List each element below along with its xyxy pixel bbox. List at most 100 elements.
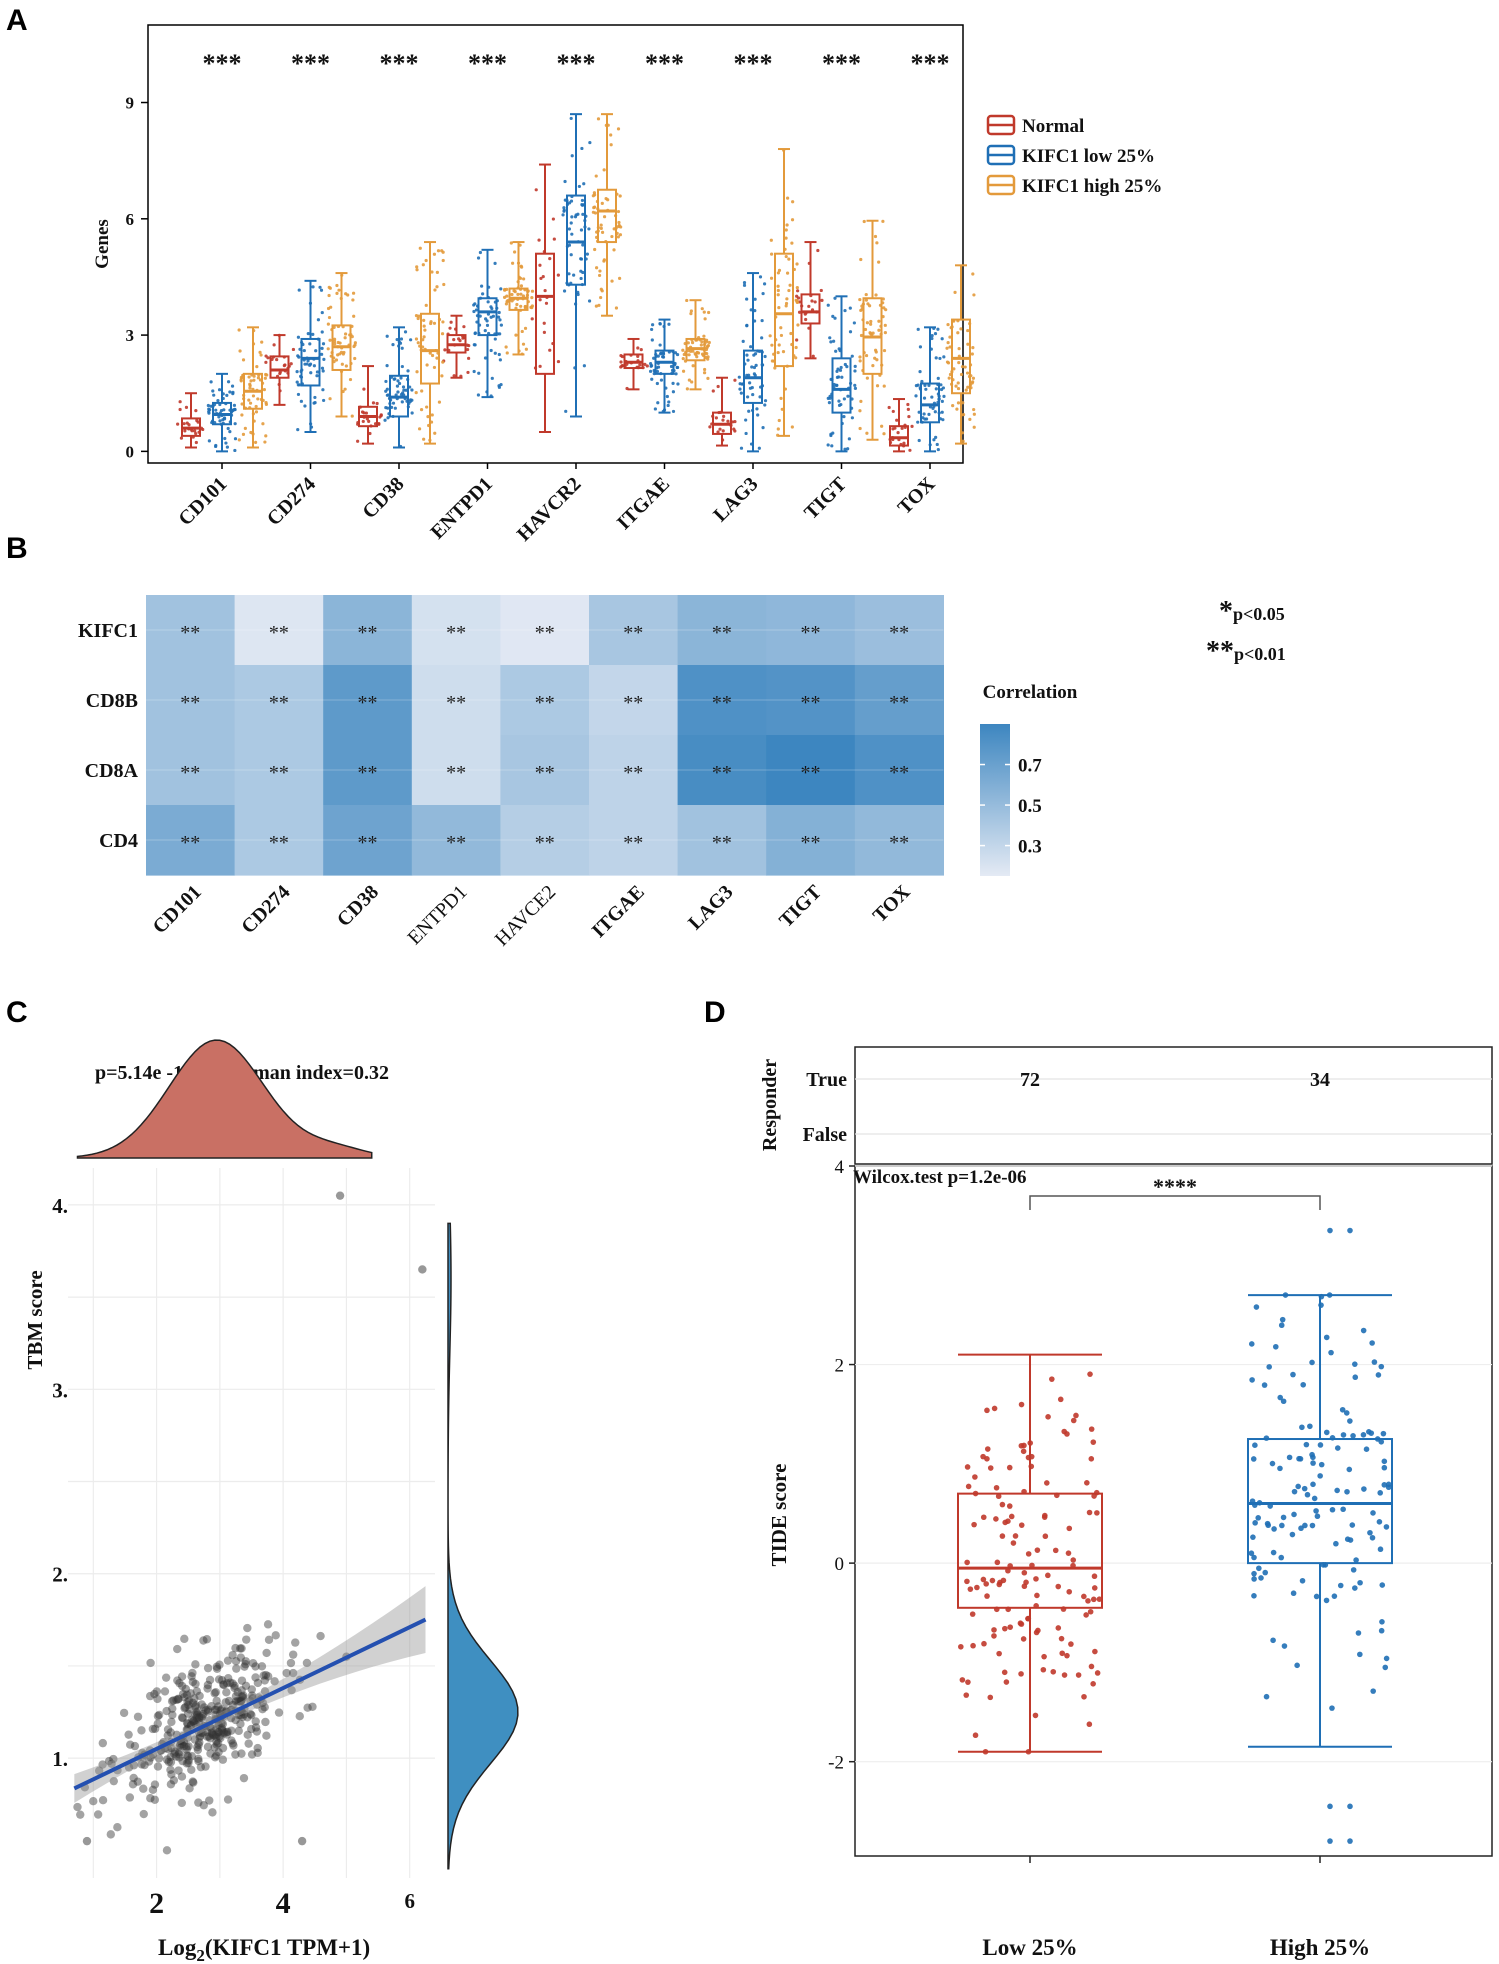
panel-a-point — [846, 394, 850, 398]
panel-c-point — [180, 1703, 189, 1713]
panel-a-point — [619, 365, 623, 369]
panel-d-point — [1270, 1637, 1276, 1644]
panel-c-point — [180, 1634, 189, 1644]
panel-c-point — [170, 1749, 179, 1758]
panel-a-point — [493, 261, 497, 265]
panel-c-point — [214, 1720, 223, 1730]
panel-a-point — [296, 335, 301, 339]
panel-a-point — [972, 425, 976, 429]
panel-d-point — [1266, 1364, 1272, 1370]
panel-b-cell — [234, 735, 324, 806]
panel-a-point — [699, 343, 703, 347]
panel-b-cell — [500, 665, 590, 736]
panel-a-significance-mark: *** — [291, 49, 330, 78]
panel-a-point — [272, 343, 276, 347]
panel-a-point — [505, 351, 509, 355]
panel-a-point — [945, 346, 949, 350]
panel-a-point — [811, 354, 815, 358]
panel-b-cell-label: ** — [623, 622, 643, 644]
panel-a-point — [410, 388, 414, 392]
panel-a-point — [206, 403, 210, 408]
panel-c-point — [185, 1705, 194, 1714]
panel-a-point — [707, 340, 711, 345]
panel-a-point — [538, 298, 542, 302]
panel-a-point — [552, 237, 556, 241]
panel-a-point — [466, 347, 470, 352]
panel-a-point — [441, 320, 445, 324]
panel-a-point — [781, 350, 786, 354]
panel-a-point — [594, 304, 598, 308]
panel-a-point — [908, 448, 912, 452]
panel-c-point — [175, 1742, 184, 1751]
panel-a-point — [306, 359, 310, 363]
panel-d-point — [999, 1533, 1006, 1539]
panel-a-point — [395, 337, 399, 342]
panel-d-point — [1280, 1514, 1287, 1521]
panel-a-point — [745, 353, 749, 357]
panel-d-point — [963, 1692, 970, 1698]
panel-a-point — [924, 387, 928, 391]
panel-a-point — [567, 201, 572, 205]
panel-a-point — [796, 296, 801, 300]
panel-b-significance-notes: *p<0.05**p<0.01 — [1206, 596, 1286, 667]
panel-a-point — [619, 354, 623, 358]
panel-a-point — [751, 392, 755, 397]
panel-d-y-ticks: 420-2 — [828, 1157, 1492, 1774]
panel-a-point — [666, 403, 670, 408]
panel-a-point — [384, 379, 388, 384]
panel-c-point — [133, 1712, 143, 1721]
panel-c-point — [210, 1753, 220, 1762]
panel-a-point — [551, 217, 555, 221]
panel-a-point — [956, 386, 961, 391]
panel-a-point — [675, 365, 679, 370]
panel-b-row-label: KIFC1 — [78, 620, 138, 642]
panel-a-point — [746, 358, 750, 362]
panel-a-point — [424, 258, 428, 263]
panel-a-point — [956, 381, 960, 385]
panel-a-box — [920, 382, 940, 424]
panel-b-note-text: p<0.01 — [1234, 644, 1286, 664]
panel-c-point — [237, 1692, 247, 1701]
panel-a-point — [907, 414, 911, 419]
panel-c-point — [175, 1747, 184, 1757]
panel-c-point — [163, 1744, 173, 1754]
panel-d-point — [1307, 1423, 1313, 1430]
panel-a-point — [858, 359, 862, 363]
panel-b-cell — [146, 805, 236, 876]
panel-a-point — [562, 206, 566, 210]
panel-a-point — [448, 326, 452, 330]
panel-a-point — [733, 429, 737, 433]
panel-c-point — [166, 1765, 175, 1775]
panel-a-point — [278, 370, 282, 374]
panel-a-point — [942, 355, 946, 359]
panel-a-point — [745, 373, 749, 377]
panel-a-point — [741, 339, 745, 343]
panel-c-point — [107, 1759, 116, 1768]
panel-a-point — [275, 357, 279, 362]
panel-a-point — [826, 303, 830, 307]
panel-c-point — [144, 1757, 154, 1766]
panel-a-point — [303, 404, 307, 408]
panel-a-x-tick-label: CD38 — [358, 473, 408, 523]
panel-d-box — [1247, 1438, 1393, 1565]
panel-c-point — [160, 1687, 170, 1696]
panel-c-point — [212, 1732, 221, 1742]
panel-a-point — [820, 298, 824, 302]
panel-a-point — [442, 282, 446, 287]
panel-a-point — [934, 387, 938, 391]
panel-a-point — [222, 416, 227, 420]
panel-b-cell-label: ** — [889, 622, 909, 644]
panel-a-point — [952, 367, 956, 371]
panel-d-point — [1279, 1316, 1286, 1323]
panel-a-point — [703, 317, 707, 321]
panel-a-point — [580, 198, 585, 203]
panel-a-point — [970, 352, 974, 356]
panel-c-point — [125, 1793, 135, 1802]
panel-a-point — [262, 388, 266, 392]
panel-a-point — [237, 438, 241, 442]
panel-a-point — [530, 289, 535, 293]
panel-a-significance-mark: *** — [734, 49, 773, 78]
panel-a-point — [183, 429, 187, 433]
panel-c-point — [186, 1689, 195, 1698]
